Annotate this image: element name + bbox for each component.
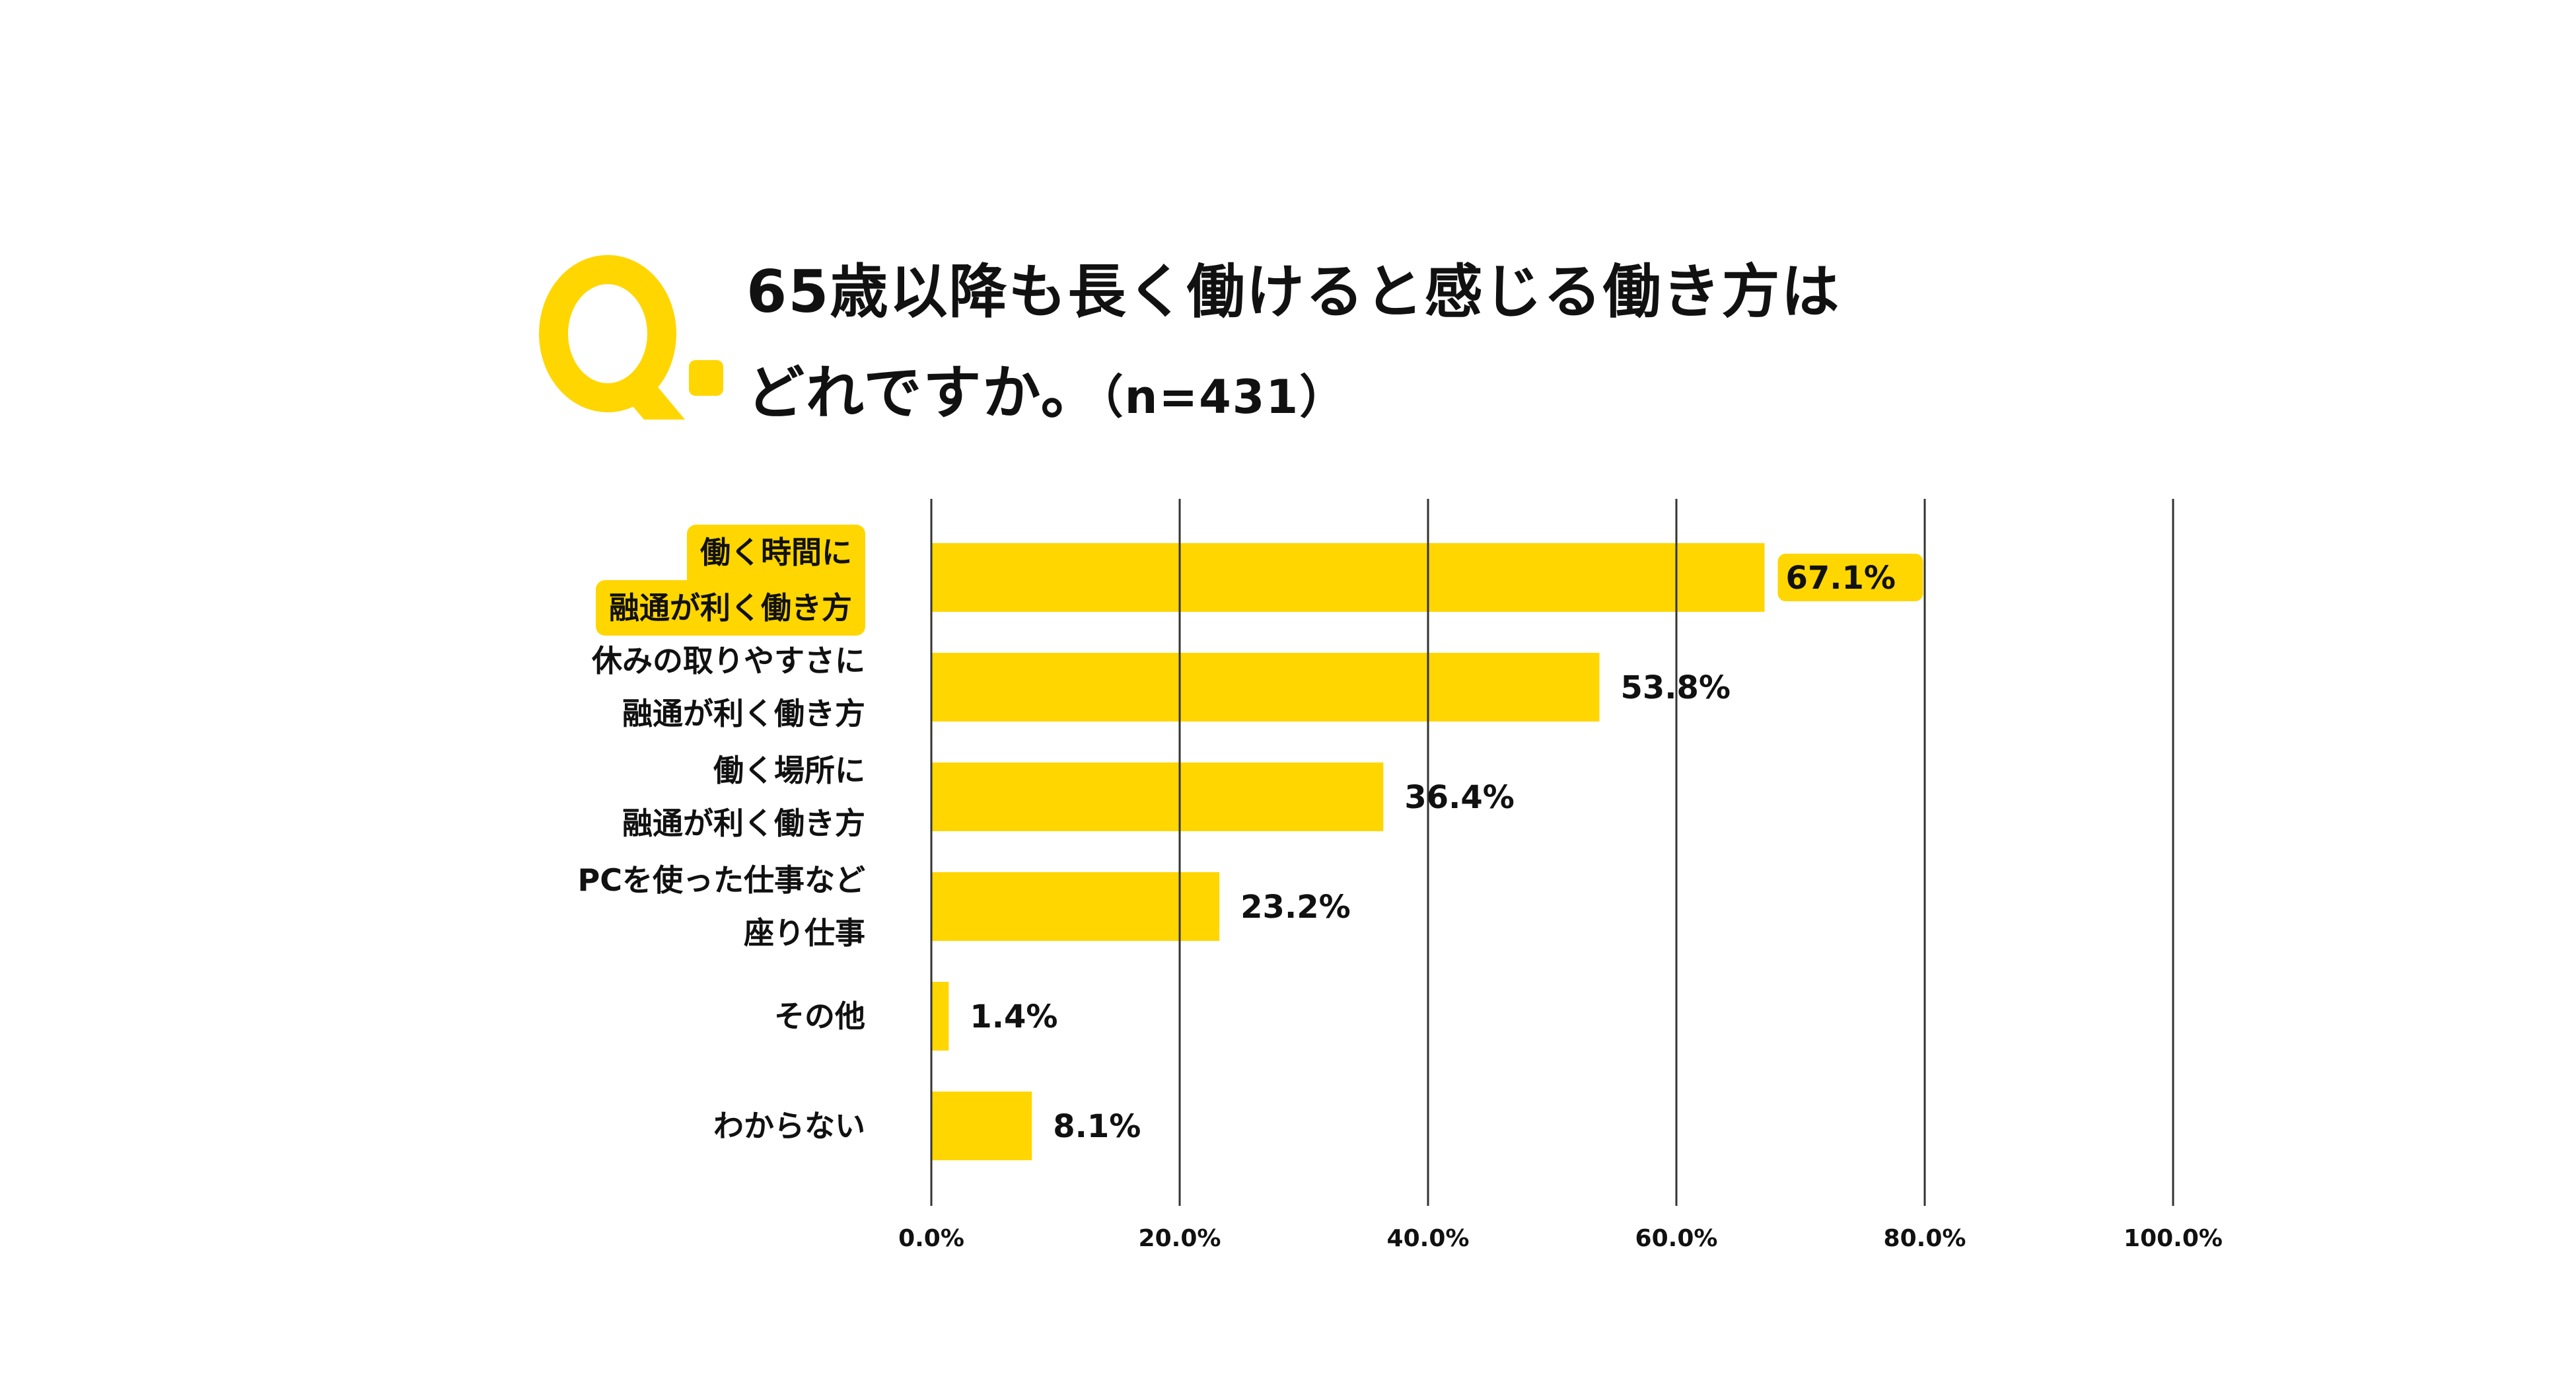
category-label: PCを使った仕事など座り仕事 [578,854,865,959]
value-label: 1.4% [970,998,1057,1035]
value-label: 23.2% [1240,889,1351,926]
question-title: 65歳以降も長く働けると感じる働き方は どれですか。（n=431） [746,241,1840,448]
x-tick-label: 100.0% [2124,1225,2223,1252]
value-label-highlight [1777,554,1923,601]
title-line-1: 65歳以降も長く働けると感じる働き方は [746,258,1841,326]
bar [931,1092,1032,1160]
title-question: どれですか。 [746,359,1100,427]
category-label-line: 働く時間に [596,525,865,580]
category-label: 働く場所に融通が利く働き方 [622,744,865,850]
category-label-text: 融通が利く働き方 [622,696,865,731]
category-label-line: わからない [713,1099,865,1152]
category-label-text: PCを使った仕事など [577,862,865,898]
bar [931,982,949,1051]
category-label-line: 休みの取りやすさに [592,634,865,687]
x-tick-label: 20.0% [1139,1225,1221,1252]
x-tick-label: 0.0% [898,1225,964,1252]
value-label: 36.4% [1404,779,1515,816]
category-label-text: その他 [774,998,865,1034]
value-label: 53.8% [1620,669,1731,706]
value-label: 67.1% [1785,560,1896,597]
category-label-text: わからない [713,1108,865,1144]
category-label-text: 座り仕事 [744,915,865,951]
q-mark-icon [539,255,723,420]
category-label: 休みの取りやすさに融通が利く働き方 [592,634,865,740]
category-label-line: 働く場所に [622,744,865,797]
category-label-line: 融通が利く働き方 [622,797,865,850]
x-tick-label: 40.0% [1387,1225,1470,1252]
value-label: 8.1% [1053,1108,1141,1145]
category-label-line: 座り仕事 [578,907,865,959]
bar [931,762,1384,831]
category-label-line: 融通が利く働き方 [592,687,865,740]
bar [931,543,1765,612]
bar [931,872,1220,941]
category-label: その他 [774,990,865,1043]
x-tick-label: 60.0% [1635,1225,1718,1252]
category-label-text: 働く場所に [713,753,865,788]
category-label: わからない [713,1099,865,1152]
x-tick-label: 80.0% [1884,1225,1966,1252]
category-label-text: 融通が利く働き方 [596,580,865,636]
title-line-2: どれですか。（n=431） [746,342,1840,448]
category-label-text: 融通が利く働き方 [622,805,865,841]
sample-size: （n=431） [1100,370,1347,424]
category-label: 働く時間に 融通が利く働き方 [596,525,865,636]
category-label-line: その他 [774,990,865,1043]
category-label-line: PCを使った仕事など [578,854,865,907]
category-label-text: 休みの取りやすさに [592,643,865,679]
bar [931,653,1600,722]
category-label-line: 融通が利く働き方 [596,580,865,636]
category-label-text: 働く時間に [687,525,865,580]
